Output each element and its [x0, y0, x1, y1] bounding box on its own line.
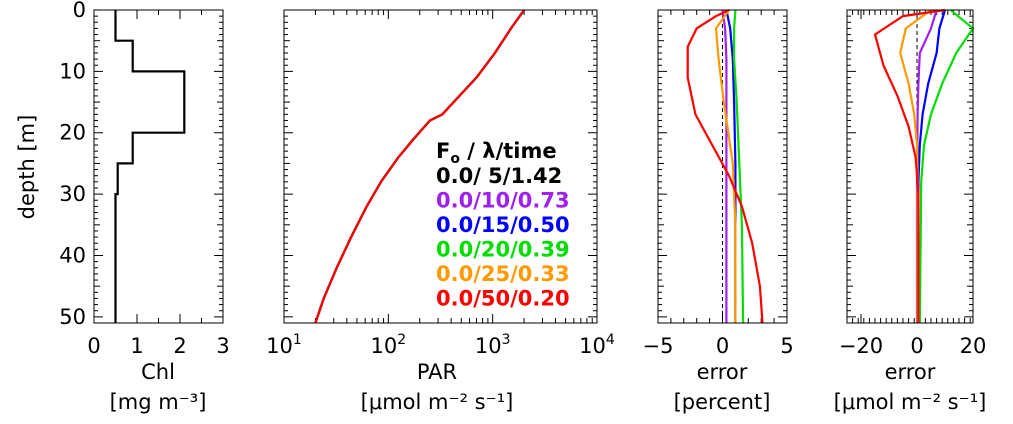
x-tick-label: 101: [266, 332, 302, 358]
error-percent-frame: [657, 9, 788, 324]
x-tick-label: 1: [130, 334, 143, 358]
legend-header: Fo / λ/time: [436, 139, 557, 167]
y-tick-label: 30: [59, 182, 86, 206]
x-tick-label: 20: [960, 334, 987, 358]
x-tick-label: 103: [475, 332, 511, 358]
error-percent-xlabel-line1: error: [697, 360, 748, 384]
x-tick-label: −20: [839, 334, 883, 358]
x-tick-label: −5: [643, 334, 674, 358]
legend: Fo / λ/time 0.0/ 5/1.420.0/10/0.730.0/15…: [436, 139, 570, 311]
legend-entry: 0.0/50/0.20: [436, 287, 570, 311]
x-tick-label: 102: [371, 332, 407, 358]
panel-error-absolute: −20 0 20 error [μmol m⁻² s⁻¹]: [834, 8, 987, 414]
par-curves: [314, 9, 525, 324]
y-tick-label: 50: [59, 305, 86, 329]
panel-par: 101 102 103 104 PAR [μmol m⁻² s⁻¹] Fo / λ/t…: [266, 9, 615, 414]
legend-entry: 0.0/20/0.39: [436, 238, 570, 262]
legend-entries: 0.0/ 5/1.420.0/10/0.730.0/15/0.500.0/20/…: [436, 164, 570, 311]
panel-error-percent: −5 0 5 error [percent]: [643, 9, 794, 414]
x-tick-label: 0: [910, 334, 923, 358]
x-tick-label: 104: [579, 332, 615, 358]
chl-curves: [114, 10, 186, 323]
series-line-0: [918, 9, 975, 324]
error-abs-ticks: −20 0 20: [839, 9, 987, 358]
y-axis-label: depth [m]: [15, 115, 39, 220]
y-tick-label: 20: [59, 121, 86, 145]
error-abs-xlabel-line2: [μmol m⁻² s⁻¹]: [834, 390, 987, 414]
x-tick-label: 5: [780, 334, 793, 358]
legend-entry: 0.0/10/0.73: [436, 189, 570, 213]
chl-xlabel-line2: [mg m⁻³]: [110, 390, 207, 414]
y-tick-label: 40: [59, 243, 86, 267]
series-line-1: [917, 9, 947, 323]
par-frame: [283, 9, 598, 324]
error-abs-frame: [846, 9, 974, 324]
x-tick-label: 2: [173, 334, 186, 358]
x-tick-label: 0: [716, 334, 729, 358]
series-line-4: [873, 8, 946, 323]
error-percent-curves: [686, 9, 764, 324]
legend-entry: 0.0/15/0.50: [436, 213, 570, 237]
error-abs-xlabel-line1: error: [885, 360, 936, 384]
legend-header-rest: / λ/time: [460, 139, 557, 163]
legend-entry: 0.0/25/0.33: [436, 262, 570, 286]
x-tick-label: 3: [216, 334, 229, 358]
y-tick-label: 10: [59, 59, 86, 83]
legend-header-sub: o: [450, 151, 460, 167]
series-line-2: [732, 9, 745, 324]
chl-frame: [93, 9, 224, 324]
par-xlabel-line2: [μmol m⁻² s⁻¹]: [361, 390, 514, 414]
series-line-0: [721, 9, 728, 323]
par-xlabel-line1: PAR: [417, 360, 457, 384]
series-line-4: [686, 9, 764, 324]
x-tick-label: 0: [87, 334, 100, 358]
series-line-0: [114, 10, 186, 323]
legend-entry: 0.0/ 5/1.42: [436, 164, 562, 188]
series-line-3: [314, 9, 525, 324]
error-abs-curves: [873, 8, 975, 324]
series-line-3: [714, 9, 737, 323]
chl-xlabel-line1: Chl: [141, 360, 175, 384]
y-tick-label: 0: [73, 0, 86, 22]
legend-header-f: F: [436, 139, 450, 163]
error-percent-xlabel-line2: [percent]: [674, 390, 771, 414]
